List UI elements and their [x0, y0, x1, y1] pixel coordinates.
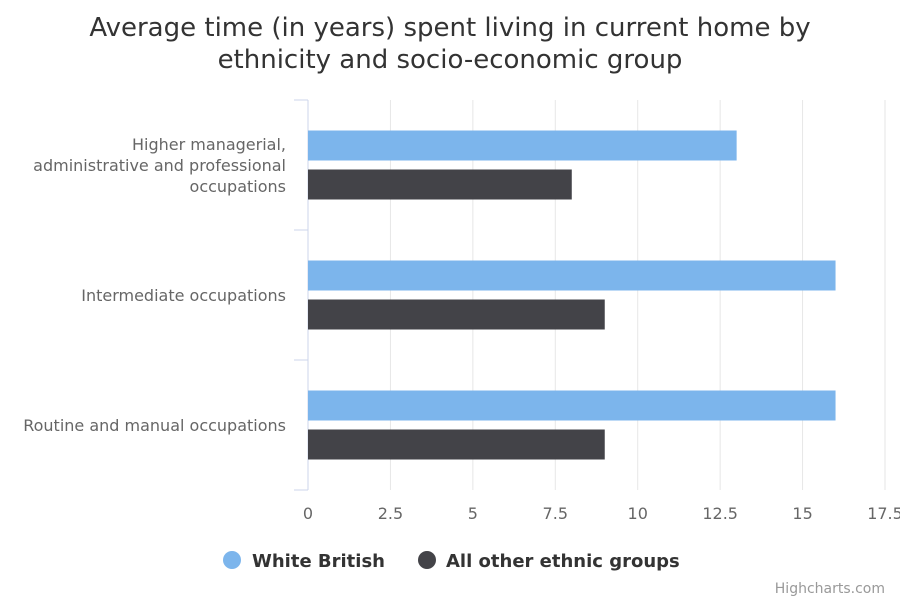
category-label: Routine and manual occupations [23, 416, 286, 435]
x-tick-label: 15 [792, 504, 812, 523]
legend-item[interactable]: All other ethnic groups [418, 551, 680, 572]
legend-symbol [418, 551, 436, 569]
grid [294, 99, 886, 491]
chart-title-line-2: ethnicity and socio-economic group [218, 45, 683, 75]
bar-all-other-ethnic-groups[interactable] [308, 299, 605, 330]
legend-item[interactable]: White British [223, 551, 385, 572]
x-tick-label: 17.5 [867, 504, 900, 523]
bar-all-other-ethnic-groups[interactable] [308, 429, 605, 460]
x-tick-label: 2.5 [378, 504, 403, 523]
bar-white-british[interactable] [308, 260, 836, 291]
chart-title-line-1: Average time (in years) spent living in … [89, 13, 810, 43]
x-tick-label: 10 [628, 504, 648, 523]
category-label: Higher managerial, administrative and pro… [33, 135, 286, 196]
bar-white-british[interactable] [308, 390, 836, 421]
bar-all-other-ethnic-groups[interactable] [308, 169, 572, 200]
legend-symbol [223, 551, 241, 569]
credits[interactable]: Highcharts.com [775, 581, 885, 597]
category-labels: Higher managerial, administrative and pro… [23, 135, 286, 435]
legend[interactable]: White British All other ethnic groups [223, 551, 680, 572]
x-tick-label: 7.5 [543, 504, 568, 523]
bar-white-british[interactable] [308, 130, 737, 161]
category-label: Intermediate occupations [81, 286, 286, 305]
chart-title: Average time (in years) spent living in … [89, 13, 810, 75]
x-axis-ticks: 0 2.5 5 7.5 10 12.5 15 17.5 [303, 504, 900, 523]
bars [308, 130, 836, 460]
x-tick-label: 12.5 [702, 504, 738, 523]
x-tick-label: 5 [468, 504, 478, 523]
x-tick-label: 0 [303, 504, 313, 523]
legend-label: White British [252, 551, 385, 572]
legend-label: All other ethnic groups [446, 551, 680, 572]
